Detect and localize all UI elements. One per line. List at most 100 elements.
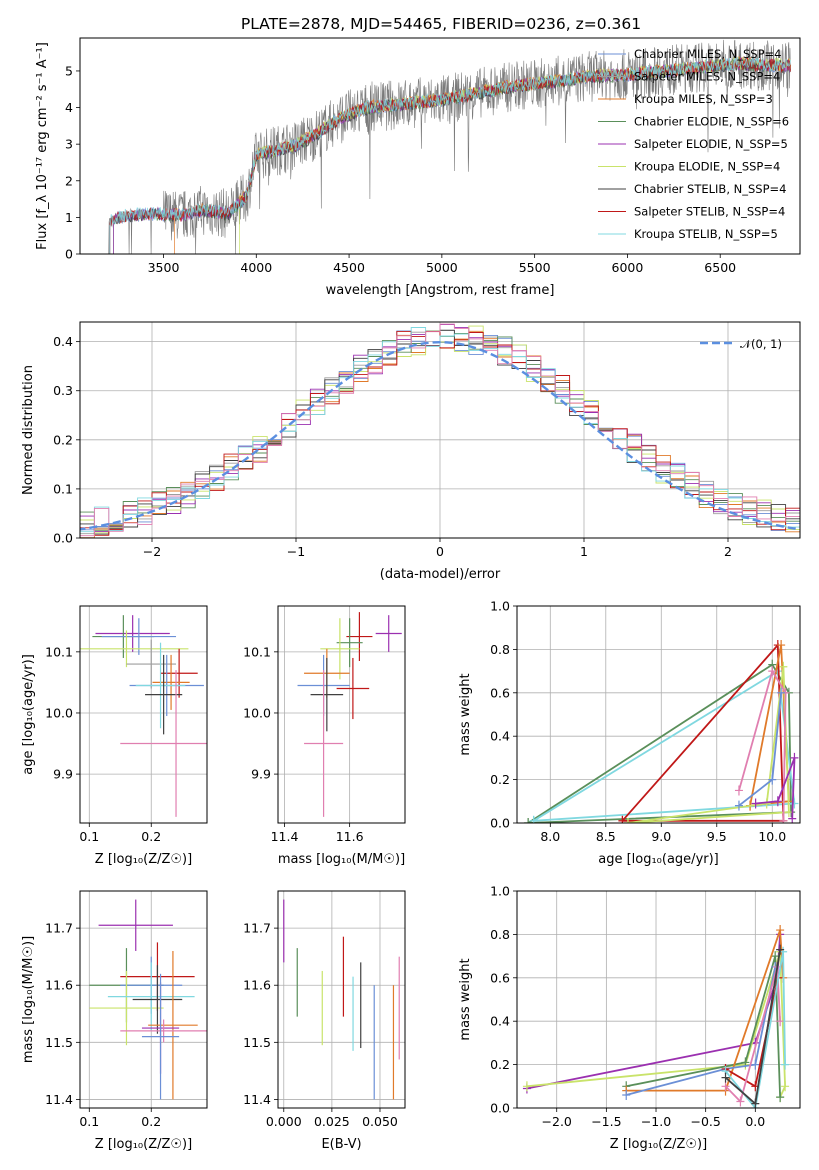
x-axis-label: wavelength [Angstrom, rest frame] xyxy=(326,283,555,298)
residual-histogram xyxy=(80,323,800,538)
data-point-marker xyxy=(777,687,786,698)
data-point-marker xyxy=(779,815,788,823)
data-point-marker xyxy=(751,1059,760,1070)
plot-frame-age-vs-mass xyxy=(277,605,406,824)
model-spectrum-line xyxy=(113,57,791,254)
legend-entry: Salpeter ELODIE, N_SSP=5 xyxy=(634,137,788,151)
x-tick-label: 4500 xyxy=(333,260,365,275)
legend-entry: Salpeter MILES, N_SSP=4 xyxy=(634,70,780,84)
x-axis-label: (data-model)/error xyxy=(380,567,501,582)
data-point-marker xyxy=(771,951,780,962)
x-tick-label: 0.0 xyxy=(745,1114,765,1129)
x-tick-label: 0 xyxy=(436,544,444,559)
legend-entry: Salpeter STELIB, N_SSP=4 xyxy=(634,205,785,219)
x-tick-label: 0.025 xyxy=(314,1114,350,1129)
series-group-spectrum xyxy=(107,39,792,254)
model-spectrum-line xyxy=(109,56,791,254)
x-tick-label: 8.5 xyxy=(596,829,616,844)
model-spectrum-line xyxy=(109,57,791,254)
data-point-marker xyxy=(618,815,627,823)
data-point-marker xyxy=(781,1059,790,1070)
x-tick-label: 0.1 xyxy=(79,1114,99,1129)
data-point-marker xyxy=(790,752,799,763)
mass-weight-line xyxy=(724,966,781,1104)
y-tick-label: 10.0 xyxy=(45,705,73,720)
figure-title: PLATE=2878, MJD=54465, FIBERID=0236, z=0… xyxy=(241,15,641,33)
data-point-marker xyxy=(721,1072,730,1083)
data-point-marker xyxy=(790,798,799,809)
legend: 𝒩(0, 1) xyxy=(700,337,782,351)
mass-weight-line xyxy=(627,666,790,823)
plot-frame-mass-vs-ebv xyxy=(277,890,406,1109)
y-tick-label: 0.4 xyxy=(53,334,73,349)
data-point-marker xyxy=(768,666,777,677)
data-point-marker xyxy=(768,774,777,785)
axes-mass-vs-Z: 0.1 0.2 11.4 11.5 11.6 11.7 Z [log₁₀(Z/Z☉)] mas… xyxy=(21,891,207,1152)
y-tick-label: 11.5 xyxy=(243,1035,271,1050)
axes-massweight-vs-age: 8.0 8.5 9.0 9.5 10.0 0.0 0.2 0.4 0.6 0.8 1.0 age [l… xyxy=(458,599,800,867)
x-tick-label: 1 xyxy=(580,544,588,559)
mass-weight-line xyxy=(755,757,796,819)
mass-weight-line xyxy=(738,692,782,807)
y-tick-label: 11.6 xyxy=(45,978,73,993)
x-tick-label: 2 xyxy=(724,544,732,559)
y-tick-label: 10.1 xyxy=(243,644,271,659)
data-point-marker xyxy=(777,640,786,651)
axes-mass-vs-ebv: 0.000 0.025 0.050 11.4 11.5 11.6 11.7 E(B-V) xyxy=(243,891,405,1152)
y-tick-label: 3 xyxy=(65,137,73,152)
data-point-marker xyxy=(776,1016,785,1027)
y-tick-label: 0.6 xyxy=(490,685,510,700)
y-tick-label: 0.0 xyxy=(490,1101,510,1116)
y-tick-label: 0.3 xyxy=(53,383,73,398)
y-tick-label: 11.4 xyxy=(45,1092,73,1107)
axes-residuals: −2 −1 0 1 2 0.0 0.1 0.2 0.3 0.4 (data-model)/error… xyxy=(21,322,800,582)
axes-age-vs-Z: 0.1 0.2 9.9 10.0 10.1 Z [log₁₀(Z/Z☉)] age [log… xyxy=(21,606,207,867)
x-tick-label: 4000 xyxy=(240,260,272,275)
x-tick-label: 0.1 xyxy=(79,829,99,844)
y-tick-label: 0.6 xyxy=(490,970,510,985)
plot-layer: 3500 4000 4500 5000 5500 6000 6500 0 1 2 3 4 5 wavele… xyxy=(21,37,801,1152)
legend-entry: Kroupa MILES, N_SSP=3 xyxy=(634,92,773,106)
series-group-mass-vs-Z xyxy=(89,899,207,1100)
mass-weight-line xyxy=(738,668,787,821)
y-axis-label: mass [log₁₀(M/M☉)] xyxy=(21,936,36,1063)
x-tick-label: 11.4 xyxy=(271,829,299,844)
y-tick-label: 10.0 xyxy=(243,705,271,720)
x-tick-label: 8.0 xyxy=(540,829,560,844)
y-axis-label: age [log₁₀(age/yr)] xyxy=(21,654,36,775)
x-axis-label: E(B-V) xyxy=(321,1137,361,1152)
mass-weight-line xyxy=(625,966,777,1096)
data-point-marker xyxy=(622,1089,631,1100)
legend-entry: Chabrier MILES, N_SSP=4 xyxy=(634,47,781,61)
y-tick-label: 0 xyxy=(65,247,73,262)
y-tick-label: 0.1 xyxy=(53,481,73,496)
data-point-marker xyxy=(524,818,533,823)
x-axis-label: Z [log₁₀(Z/Z☉)] xyxy=(95,1137,192,1152)
mass-weight-line xyxy=(626,929,784,1092)
series-group-age-vs-Z xyxy=(80,615,207,817)
y-tick-label: 0.2 xyxy=(53,432,73,447)
plot-frame-mass-vs-Z xyxy=(79,890,208,1109)
data-point-marker xyxy=(751,798,760,809)
y-tick-label: 11.4 xyxy=(243,1092,271,1107)
y-axis-label: mass weight xyxy=(458,958,473,1040)
normal-curve xyxy=(80,340,800,531)
series-group-age-vs-mass xyxy=(297,612,402,817)
data-point-marker xyxy=(776,1092,785,1103)
y-tick-label: 4 xyxy=(65,100,73,115)
y-tick-label: 11.5 xyxy=(45,1035,73,1050)
y-tick-label: 0.8 xyxy=(490,642,510,657)
y-tick-label: 0.8 xyxy=(490,927,510,942)
y-axis-label: Normed distribution xyxy=(21,365,36,495)
plot-frame-massweight-vs-Z xyxy=(516,890,801,1109)
x-tick-label: 5000 xyxy=(426,260,458,275)
data-point-marker xyxy=(734,785,743,796)
y-tick-label: 0.2 xyxy=(490,772,510,787)
y-tick-label: 1 xyxy=(65,210,73,225)
y-tick-label: 11.7 xyxy=(243,921,271,936)
data-point-marker xyxy=(623,818,632,823)
x-axis-label: age [log₁₀(age/yr)] xyxy=(598,852,719,867)
data-point-marker xyxy=(776,925,785,936)
y-tick-label: 0.4 xyxy=(490,729,510,744)
